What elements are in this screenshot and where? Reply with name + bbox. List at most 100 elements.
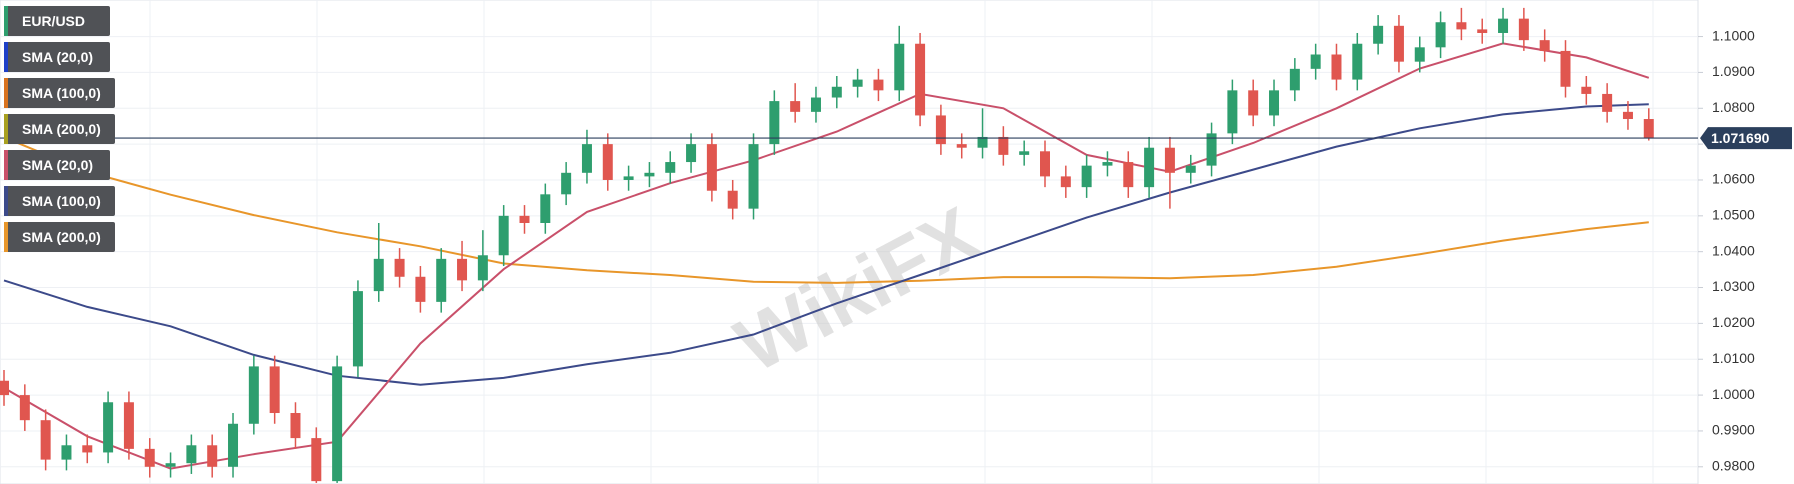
candle-body — [165, 463, 176, 467]
y-tick-label: 1.0500 — [1712, 207, 1755, 223]
candle-body — [873, 79, 884, 91]
y-tick-label: 0.9900 — [1712, 422, 1755, 438]
candle-body — [894, 43, 905, 91]
candle-body — [1019, 151, 1030, 155]
candle-body — [0, 380, 9, 396]
candle-body — [1456, 22, 1467, 30]
candle-body — [1206, 133, 1217, 166]
legend-label: SMA (200,0) — [22, 229, 101, 245]
candle-body — [373, 258, 384, 292]
y-tick-label: 1.0600 — [1712, 171, 1755, 187]
candle-body — [1539, 40, 1550, 51]
candle-body — [810, 97, 821, 112]
candle-body — [1518, 18, 1529, 41]
candle-body — [1622, 111, 1633, 120]
candle-body — [561, 172, 572, 195]
candle-body — [935, 115, 946, 145]
candle-body — [769, 101, 780, 145]
candle-body — [228, 423, 239, 467]
legend-item[interactable]: SMA (100,0) — [4, 186, 115, 216]
candle-body — [998, 136, 1009, 155]
candle-body — [1269, 90, 1280, 116]
legend-item[interactable]: EUR/USD — [4, 6, 110, 36]
legend-item[interactable]: SMA (20,0) — [4, 42, 110, 72]
candle-body — [1477, 29, 1488, 33]
candle-body — [623, 176, 634, 180]
candle-body — [1373, 25, 1384, 44]
candle-body — [1498, 18, 1509, 33]
candle-body — [1185, 165, 1196, 173]
marks — [0, 7, 1698, 483]
candle-body — [956, 144, 967, 148]
candle-body — [40, 420, 51, 460]
candle-body — [852, 79, 863, 87]
candle-body — [1331, 54, 1342, 80]
candle-body — [415, 276, 426, 302]
candle-body — [831, 86, 842, 98]
last-price-tag — [1700, 127, 1792, 150]
legend-item[interactable]: SMA (200,0) — [4, 114, 115, 144]
y-tick-label: 1.0300 — [1712, 278, 1755, 294]
candle-body — [269, 366, 280, 414]
candle-body — [332, 366, 343, 482]
legend-label: SMA (100,0) — [22, 85, 101, 101]
candle-body — [498, 215, 509, 256]
sma-line — [3, 136, 1649, 284]
y-tick-label: 1.0400 — [1712, 242, 1755, 258]
candle-body — [1060, 176, 1071, 188]
candle-body — [1144, 147, 1155, 188]
candle-body — [1560, 50, 1571, 87]
candle-body — [394, 258, 405, 277]
plot-area — [0, 0, 1699, 484]
y-tick-label: 1.0000 — [1712, 386, 1755, 402]
candle-body — [1602, 93, 1613, 112]
legend-label: SMA (200,0) — [22, 121, 101, 137]
candle-body — [352, 291, 363, 367]
candle-body — [436, 258, 447, 302]
legend-label: SMA (100,0) — [22, 193, 101, 209]
candle-body — [103, 402, 114, 453]
candle-body — [519, 215, 530, 223]
candle-body — [477, 255, 488, 281]
candle-body — [977, 136, 988, 148]
legend-swatch — [4, 222, 8, 252]
candle-body — [1310, 54, 1321, 69]
legend-item[interactable]: SMA (200,0) — [4, 222, 115, 252]
legend-item[interactable]: SMA (20,0) — [4, 150, 110, 180]
candle-body — [727, 190, 738, 209]
legend-item[interactable]: SMA (100,0) — [4, 78, 115, 108]
legend-swatch — [4, 6, 8, 36]
candle-body — [790, 101, 801, 112]
legend-swatch — [4, 150, 8, 180]
y-tick-label: 1.0100 — [1712, 350, 1755, 366]
legend-swatch — [4, 186, 8, 216]
last-price-label: 1.071690 — [1711, 130, 1770, 146]
candle-body — [915, 43, 926, 116]
candle-body — [581, 144, 592, 173]
candle-body — [1227, 90, 1238, 134]
candle-body — [61, 445, 72, 460]
legend-label: SMA (20,0) — [22, 157, 94, 173]
candle-body — [748, 144, 759, 209]
candle-body — [1581, 86, 1592, 94]
y-tick-label: 1.0900 — [1712, 63, 1755, 79]
candle-body — [144, 448, 155, 467]
sma-line — [3, 42, 1650, 470]
y-tick-label: 1.0800 — [1712, 99, 1755, 115]
candle-body — [1123, 162, 1134, 188]
candle-body — [311, 438, 322, 482]
candle-body — [1393, 25, 1404, 62]
y-tick-label: 0.9800 — [1712, 457, 1755, 473]
candle-body — [290, 413, 301, 439]
sma-line — [3, 103, 1649, 386]
candle-body — [1435, 22, 1446, 48]
y-axis: 0.9800 0.9900 1.0000 1.0100 1.0200 1.0300 1.04… — [1698, 27, 1792, 473]
candle-body — [1102, 162, 1113, 166]
candle-body — [540, 194, 551, 223]
legend-swatch — [4, 78, 8, 108]
candle-body — [207, 445, 218, 467]
candle-body — [248, 366, 259, 424]
y-tick-label: 1.1000 — [1712, 27, 1755, 43]
candle-body — [1352, 43, 1363, 80]
